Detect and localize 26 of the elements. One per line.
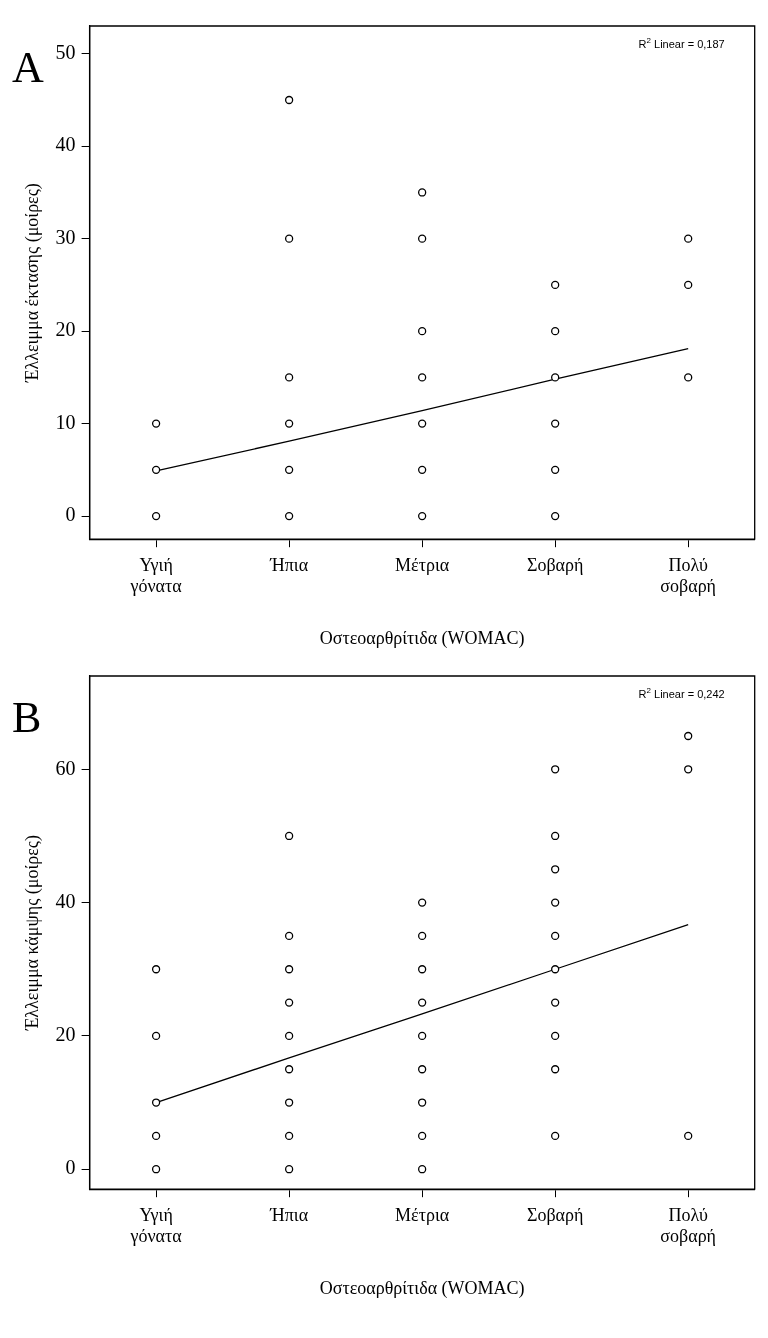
- x-tick-label: Μέτρια: [395, 554, 450, 575]
- y-tick-label: 50: [55, 40, 76, 63]
- x-axis-title: Οστεοαρθρίτιδα (WOMAC): [319, 1277, 525, 1299]
- x-tick-label: Σοβαρή: [526, 1204, 584, 1225]
- y-tick-label: 0: [65, 503, 76, 526]
- y-axis-title: Έλλειμμα έκτασης (μοίρες): [21, 183, 43, 383]
- x-axis-title: Οστεοαρθρίτιδα (WOMAC): [319, 627, 525, 649]
- y-tick-label: 40: [55, 889, 76, 912]
- chart-title: A: [12, 42, 44, 92]
- y-tick-label: 20: [55, 1023, 76, 1046]
- y-tick-label: 10: [55, 410, 76, 433]
- y-tick-label: 60: [55, 756, 76, 779]
- y-tick-label: 0: [65, 1156, 76, 1179]
- y-tick-label: 20: [55, 318, 76, 341]
- y-axis-title: Έλλειμμα κάμψης (μοίρες): [21, 835, 43, 1032]
- x-tick-label: Πολύ σοβαρή: [660, 1204, 717, 1247]
- x-tick-label: Πολύ σοβαρή: [660, 554, 717, 597]
- y-tick-label: 40: [55, 133, 76, 156]
- y-tick-label: 30: [55, 225, 76, 248]
- x-tick-label: Υγιή γόνατα: [129, 1204, 183, 1247]
- x-tick-label: Ήπια: [269, 554, 309, 575]
- x-tick-label: Μέτρια: [395, 1204, 450, 1225]
- x-tick-label: Ήπια: [269, 1204, 309, 1225]
- chart-title: B: [12, 692, 42, 742]
- x-tick-label: Υγιή γόνατα: [129, 554, 183, 597]
- x-tick-label: Σοβαρή: [526, 554, 584, 575]
